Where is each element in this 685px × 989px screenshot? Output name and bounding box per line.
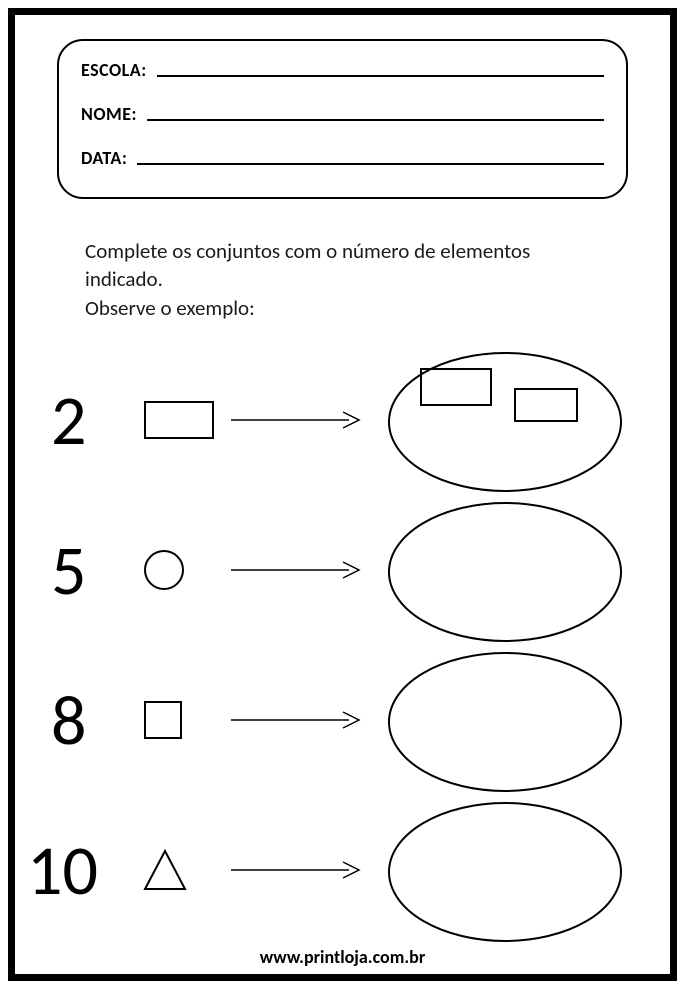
- exercise-row: 10: [15, 795, 670, 945]
- set-oval[interactable]: [387, 801, 623, 948]
- square-icon: [143, 700, 183, 745]
- header-box: ESCOLA: NOME: DATA:: [57, 39, 628, 199]
- triangle-icon: [143, 849, 187, 896]
- arrow-icon: [231, 710, 361, 735]
- label-escola: ESCOLA:: [81, 59, 147, 81]
- instructions-line2: Observe o exemplo:: [85, 294, 600, 322]
- line-escola[interactable]: [157, 75, 604, 77]
- label-data: DATA:: [81, 147, 127, 169]
- instructions-line1: Complete os conjuntos com o número de el…: [85, 237, 600, 294]
- set-oval[interactable]: [387, 501, 623, 648]
- arrow-icon: [231, 860, 361, 885]
- circle-icon: [143, 549, 185, 596]
- set-oval[interactable]: [387, 651, 623, 798]
- exercise-row: 5: [15, 495, 670, 645]
- instructions: Complete os conjuntos com o número de el…: [85, 237, 600, 322]
- label-nome: NOME:: [81, 103, 137, 125]
- worksheet-frame: ESCOLA: NOME: DATA: Complete os conjunto…: [8, 8, 677, 981]
- set-oval[interactable]: [387, 351, 623, 498]
- line-nome[interactable]: [147, 119, 604, 121]
- arrow-icon: [231, 560, 361, 585]
- exercise-row: 2: [15, 345, 670, 495]
- field-nome: NOME:: [81, 103, 604, 125]
- exercise-row: 8: [15, 645, 670, 795]
- rectangle-icon: [143, 400, 215, 445]
- line-data[interactable]: [137, 163, 604, 165]
- row-number: 10: [27, 827, 98, 913]
- arrow-icon: [231, 410, 361, 435]
- field-escola: ESCOLA:: [81, 59, 604, 81]
- row-number: 8: [51, 677, 86, 763]
- field-data: DATA:: [81, 147, 604, 169]
- row-number: 5: [51, 527, 86, 613]
- row-number: 2: [51, 377, 86, 463]
- exercise-rows: 2 5 8 10: [15, 345, 670, 924]
- footer-url: www.printloja.com.br: [15, 946, 670, 968]
